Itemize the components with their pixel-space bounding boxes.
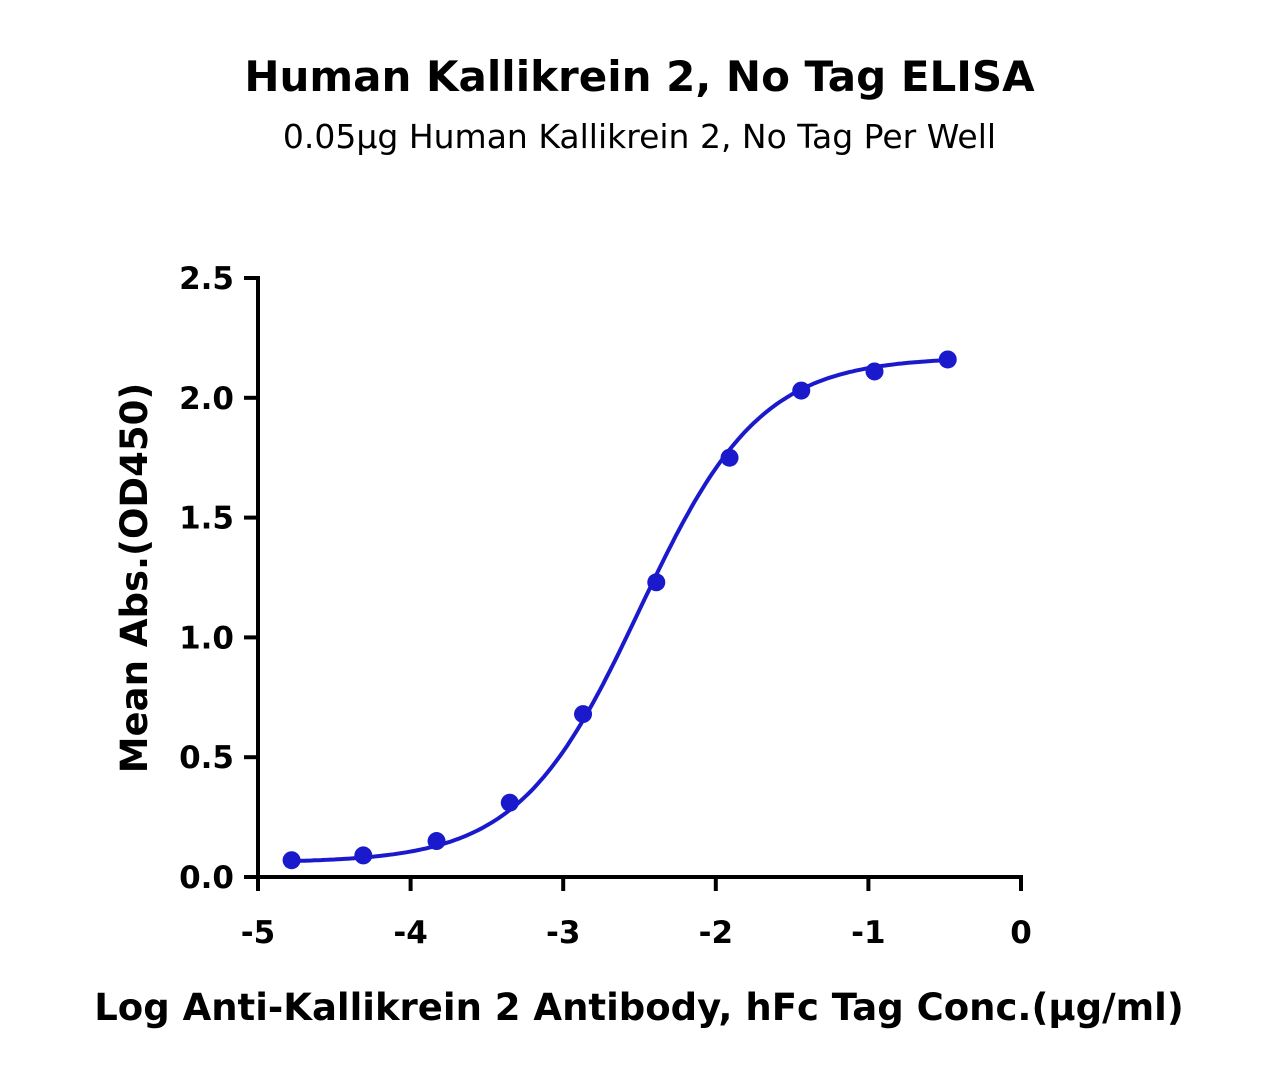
axes: -5 -4 -3 -2 -1 0 0.0 0.5 1.0 1.5 2.0 2.5	[179, 261, 1032, 951]
x-tick-label: -4	[393, 915, 427, 951]
data-point	[647, 573, 666, 592]
y-tick-label: 0.0	[179, 860, 234, 896]
data-point	[865, 362, 884, 381]
x-tick-label: -3	[546, 915, 580, 951]
marks	[282, 350, 957, 870]
x-axis-label: Log Anti-Kallikrein 2 Antibody, hFc Tag …	[94, 986, 1184, 1029]
data-point	[792, 381, 811, 400]
y-tick-label: 1.5	[179, 501, 234, 537]
chart-title: Human Kallikrein 2, No Tag ELISA	[244, 52, 1035, 101]
data-point	[938, 350, 957, 369]
data-point	[354, 846, 373, 865]
y-axis-label: Mean Abs.(OD450)	[113, 383, 156, 774]
x-tick-label: -2	[699, 915, 733, 951]
data-point	[720, 448, 739, 467]
y-tick-label: 2.5	[179, 261, 234, 297]
chart-subtitle: 0.05μg Human Kallikrein 2, No Tag Per We…	[282, 117, 997, 156]
data-point	[282, 851, 301, 870]
x-tick-label: -1	[851, 915, 885, 951]
y-tick-label: 0.5	[179, 740, 234, 776]
data-point	[500, 793, 519, 812]
data-point	[574, 705, 593, 724]
fit-curve	[291, 358, 948, 864]
x-tick-label: 0	[1010, 915, 1032, 951]
x-tick-label: -5	[241, 915, 275, 951]
data-point	[427, 832, 446, 851]
y-tick-label: 1.0	[179, 620, 234, 656]
y-tick-label: 2.0	[179, 381, 234, 417]
